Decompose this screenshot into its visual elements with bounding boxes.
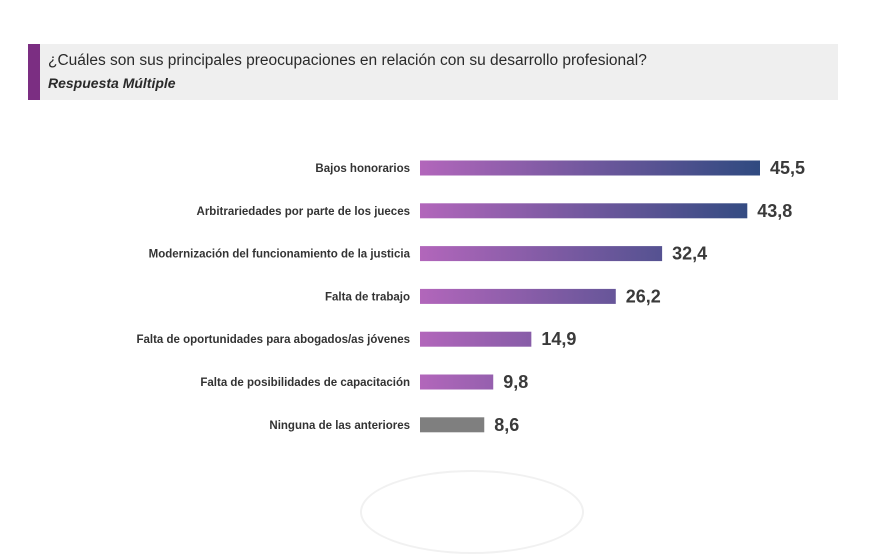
bar <box>420 246 663 262</box>
category-label: Falta de oportunidades para abogados/as … <box>136 334 410 346</box>
chart-title: ¿Cuáles son sus principales preocupacion… <box>48 52 647 69</box>
bar <box>420 203 748 219</box>
category-label: Arbitrariedades por parte de los jueces <box>197 206 410 218</box>
value-label: 9,8 <box>503 372 528 392</box>
category-label: Falta de trabajo <box>325 291 410 303</box>
category-label: Bajos honorarios <box>315 163 410 175</box>
header-accent-bar <box>28 44 40 100</box>
chart-header: ¿Cuáles son sus principales preocupacion… <box>28 44 838 100</box>
bar <box>420 288 616 304</box>
bar <box>420 160 760 176</box>
category-label: Ninguna de las anteriores <box>269 420 410 432</box>
value-label: 32,4 <box>672 244 707 264</box>
bar <box>420 417 485 433</box>
category-label: Falta de posibilidades de capacitación <box>200 377 410 389</box>
value-label: 26,2 <box>626 286 661 306</box>
bar <box>420 374 494 390</box>
bar <box>420 331 532 347</box>
value-label: 14,9 <box>541 329 576 349</box>
value-label: 43,8 <box>757 201 792 221</box>
chart-subtitle: Respuesta Múltiple <box>48 75 176 91</box>
bar-chart: Bajos honorarios 45,5 Arbitrariedades por … <box>136 158 805 435</box>
value-label: 8,6 <box>494 415 519 435</box>
value-label: 45,5 <box>770 158 805 178</box>
category-label: Modernización del funcionamiento de la j… <box>149 249 411 261</box>
